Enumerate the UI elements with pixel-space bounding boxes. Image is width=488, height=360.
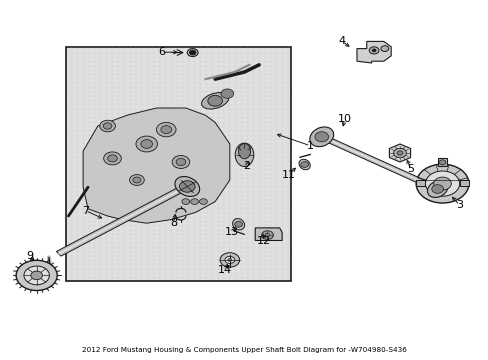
- Circle shape: [264, 233, 269, 237]
- Circle shape: [234, 221, 242, 227]
- Text: 8: 8: [170, 218, 177, 228]
- Ellipse shape: [238, 144, 250, 159]
- Circle shape: [16, 260, 57, 291]
- Text: 1: 1: [306, 141, 313, 151]
- Text: 6: 6: [158, 47, 164, 57]
- Bar: [66, 47, 290, 281]
- Circle shape: [176, 158, 185, 166]
- Ellipse shape: [298, 159, 310, 170]
- Polygon shape: [56, 188, 181, 256]
- Circle shape: [227, 258, 231, 261]
- Circle shape: [133, 177, 141, 183]
- Circle shape: [103, 152, 121, 165]
- Text: 13: 13: [225, 227, 239, 237]
- Circle shape: [371, 49, 375, 52]
- Circle shape: [393, 148, 406, 158]
- Circle shape: [368, 47, 378, 54]
- Circle shape: [103, 123, 112, 129]
- Polygon shape: [58, 190, 179, 255]
- Circle shape: [100, 120, 115, 132]
- Bar: [437, 158, 447, 166]
- Circle shape: [261, 231, 273, 239]
- Polygon shape: [388, 144, 410, 162]
- Bar: [459, 180, 468, 186]
- Circle shape: [129, 175, 144, 185]
- Ellipse shape: [309, 127, 333, 147]
- Polygon shape: [321, 136, 437, 190]
- Text: 10: 10: [337, 114, 351, 124]
- Ellipse shape: [232, 219, 244, 230]
- Text: 5: 5: [407, 164, 413, 174]
- Polygon shape: [255, 228, 282, 240]
- Circle shape: [156, 122, 176, 137]
- Circle shape: [31, 271, 42, 280]
- Circle shape: [141, 140, 152, 148]
- Text: 2012 Ford Mustang Housing & Components Upper Shaft Bolt Diagram for -W704980-S43: 2012 Ford Mustang Housing & Components U…: [82, 347, 406, 353]
- Circle shape: [107, 155, 117, 162]
- Circle shape: [179, 181, 195, 192]
- Circle shape: [172, 156, 189, 168]
- Text: 9: 9: [26, 251, 33, 261]
- Circle shape: [415, 164, 468, 203]
- Circle shape: [438, 160, 445, 165]
- Circle shape: [207, 95, 222, 106]
- Circle shape: [221, 89, 233, 98]
- Text: 7: 7: [82, 206, 89, 216]
- Text: 12: 12: [257, 236, 270, 246]
- Circle shape: [425, 171, 459, 196]
- Circle shape: [182, 199, 189, 204]
- Ellipse shape: [187, 49, 198, 57]
- Ellipse shape: [201, 93, 228, 109]
- Circle shape: [300, 162, 308, 167]
- Circle shape: [161, 126, 171, 134]
- Polygon shape: [319, 135, 439, 191]
- Circle shape: [224, 256, 234, 264]
- Text: 11: 11: [281, 170, 295, 180]
- Text: 14: 14: [218, 265, 231, 275]
- Circle shape: [136, 136, 157, 152]
- Circle shape: [396, 151, 402, 155]
- Text: 4: 4: [338, 36, 345, 46]
- Bar: [415, 180, 425, 186]
- Polygon shape: [356, 41, 390, 63]
- Circle shape: [189, 50, 196, 55]
- Circle shape: [190, 199, 198, 204]
- Circle shape: [314, 132, 328, 142]
- Circle shape: [380, 46, 388, 51]
- Polygon shape: [83, 108, 229, 223]
- Circle shape: [431, 185, 443, 193]
- Circle shape: [199, 199, 207, 204]
- Circle shape: [220, 253, 239, 267]
- Text: 3: 3: [455, 200, 462, 210]
- Circle shape: [433, 177, 450, 190]
- Ellipse shape: [427, 180, 447, 198]
- Ellipse shape: [175, 176, 199, 197]
- Ellipse shape: [235, 143, 253, 166]
- Circle shape: [24, 266, 49, 285]
- Text: 2: 2: [243, 161, 250, 171]
